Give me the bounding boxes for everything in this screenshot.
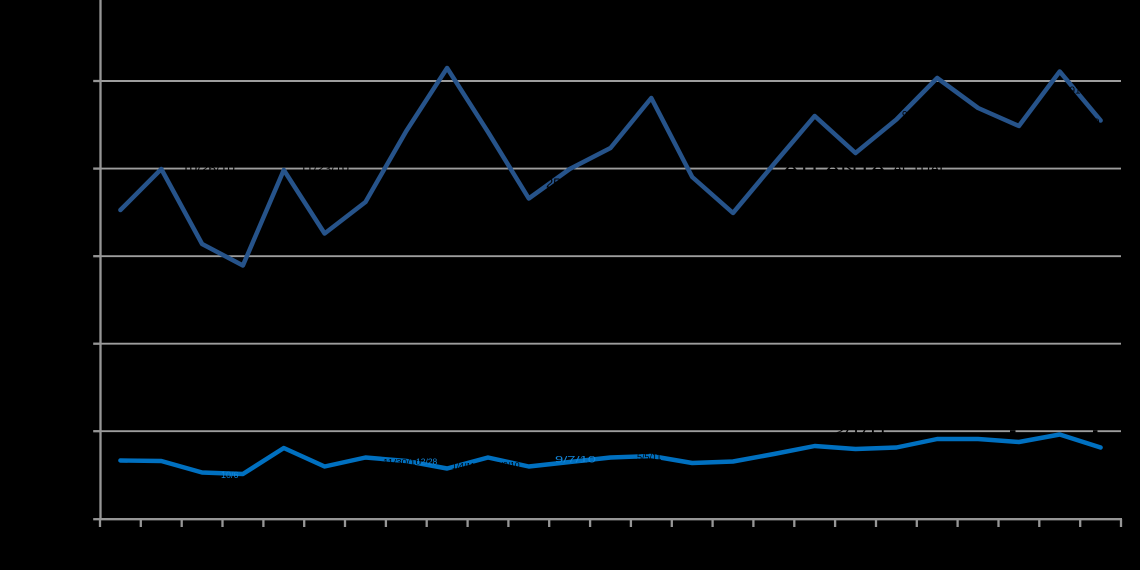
svg-text:9/9/10: 9/9/10 bbox=[496, 460, 520, 470]
svg-text:ACTUAL: ACTUAL bbox=[893, 164, 947, 174]
svg-text:10/26/10: 10/26/10 bbox=[182, 164, 235, 174]
svg-text:12/28: 12/28 bbox=[416, 457, 438, 467]
svg-text:2/1/11: 2/1/11 bbox=[833, 427, 888, 437]
svg-text:91: 91 bbox=[1070, 86, 1082, 97]
svg-text:9/7/10: 9/7/10 bbox=[555, 455, 596, 466]
svg-text:11/30/10: 11/30/10 bbox=[383, 457, 421, 467]
svg-text:9: 9 bbox=[1094, 118, 1100, 129]
svg-text:5/5/11: 5/5/11 bbox=[637, 452, 661, 462]
svg-text:8: 8 bbox=[669, 146, 675, 158]
svg-text:25: 25 bbox=[546, 176, 560, 191]
svg-text:ATLANTA: ATLANTA bbox=[783, 164, 886, 174]
svg-text:10/6: 10/6 bbox=[221, 470, 239, 480]
svg-text:9: 9 bbox=[902, 110, 908, 121]
svg-text:1/4/11: 1/4/11 bbox=[452, 461, 475, 471]
svg-text:11/23/10: 11/23/10 bbox=[300, 164, 349, 174]
